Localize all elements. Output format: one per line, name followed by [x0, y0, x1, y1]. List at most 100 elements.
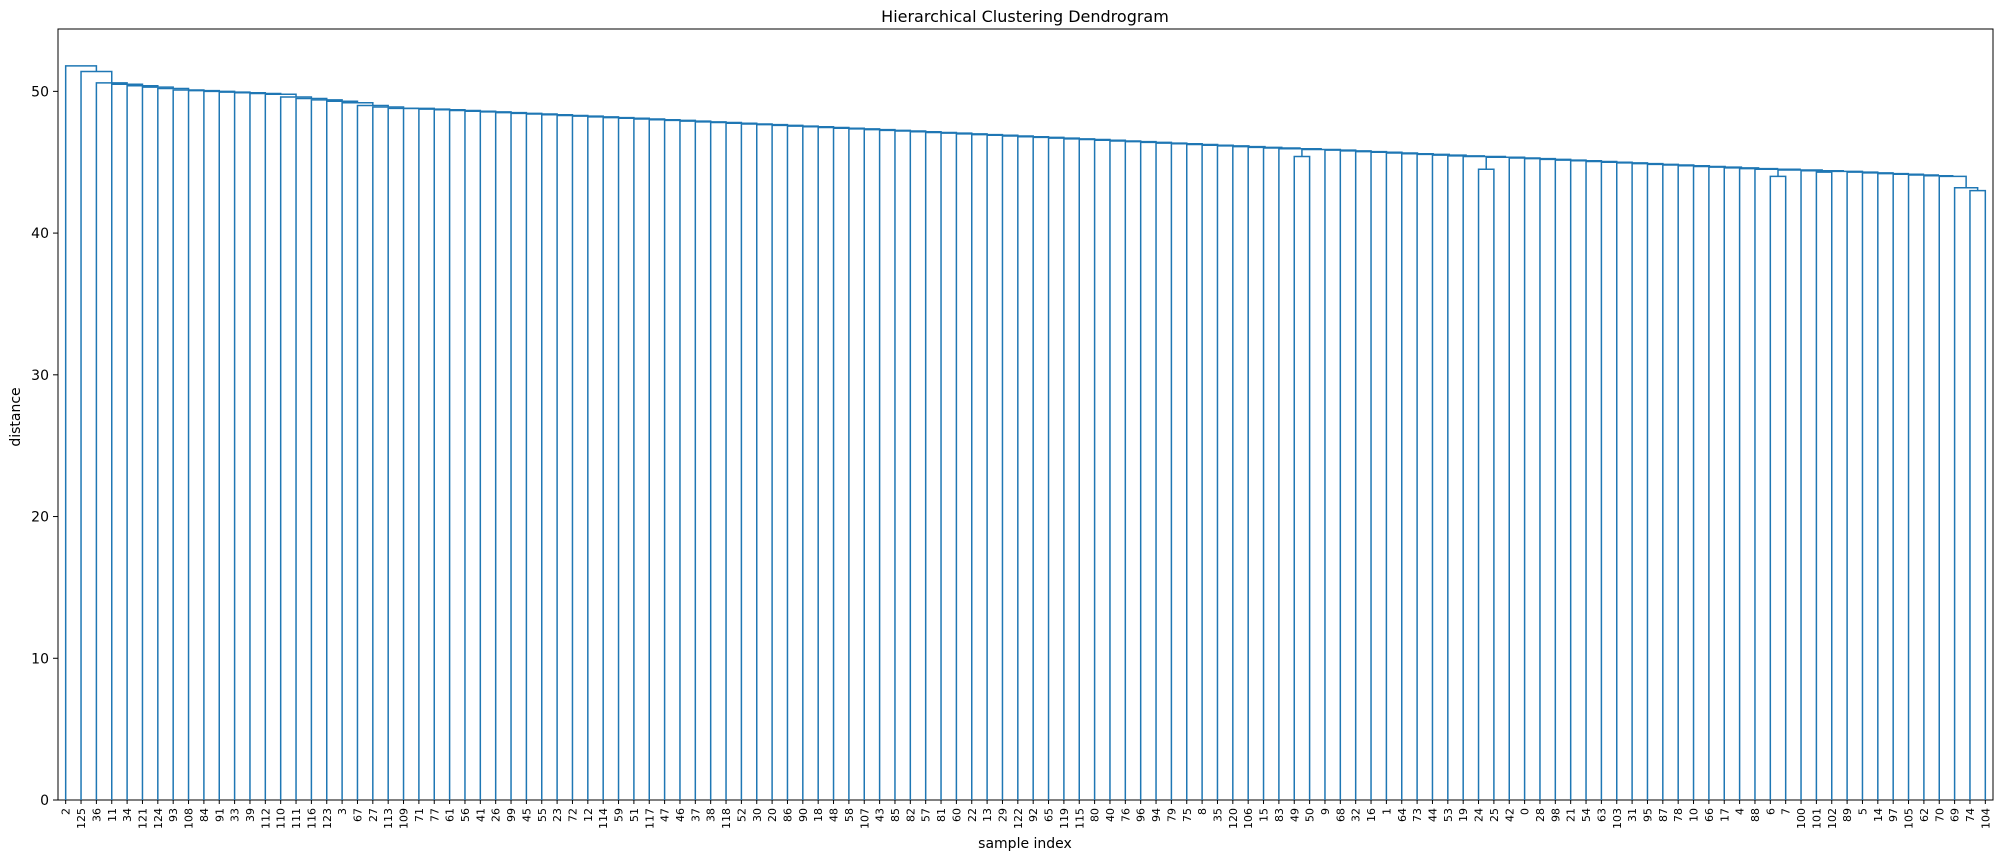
y-tick-label: 50	[31, 84, 49, 100]
x-tick-label: 48	[828, 808, 841, 822]
dendrogram-link	[402, 107, 435, 800]
dendrogram-link	[1754, 168, 1801, 800]
dendrogram-link	[1485, 156, 1526, 170]
x-tick-label: 65	[1043, 808, 1056, 822]
dendrogram-link	[1938, 175, 1967, 800]
x-tick-label: 49	[1288, 808, 1301, 822]
x-tick-label: 115	[1073, 808, 1086, 829]
dendrogram-link	[80, 70, 113, 800]
x-tick-label: 6	[1764, 808, 1777, 815]
dendrogram-link	[126, 84, 159, 800]
x-tick-label: 121	[136, 808, 149, 829]
x-tick-label: 63	[1595, 808, 1608, 822]
x-tick-label: 79	[1165, 808, 1178, 822]
x-tick-label: 30	[751, 808, 764, 822]
dendrogram-link	[1769, 175, 1787, 800]
x-tick-label: 41	[474, 808, 487, 822]
dendrogram-link	[1708, 166, 1743, 800]
x-tick-label: 50	[1304, 808, 1317, 822]
x-tick-label: 53	[1442, 808, 1455, 822]
dendrogram-link	[617, 117, 650, 800]
x-tick-label: 13	[981, 808, 994, 822]
x-tick-label: 44	[1426, 808, 1439, 822]
x-tick-label: 109	[398, 808, 411, 829]
dendrogram-link	[1278, 148, 1322, 800]
x-tick-label: 19	[1457, 808, 1470, 822]
x-axis-ticks: 2 125 36 11 34 121 124 93 108 84 91 33 39 112 110 111 11…	[60, 800, 1992, 829]
dendrogram-link	[1293, 155, 1311, 800]
dendrogram-link	[1047, 137, 1080, 800]
y-tick-label: 20	[31, 510, 49, 526]
x-tick-label: 4	[1734, 808, 1747, 815]
x-tick-label: 103	[1611, 808, 1624, 829]
x-tick-label: 9	[1319, 808, 1332, 815]
x-tick-label: 104	[1979, 808, 1992, 829]
x-tick-label: 59	[613, 808, 626, 822]
dendrogram-link	[1247, 146, 1283, 800]
x-axis-label: sample index	[978, 836, 1072, 852]
x-tick-label: 120	[1227, 808, 1240, 829]
x-tick-label: 31	[1626, 808, 1639, 822]
x-tick-label: 11	[106, 808, 119, 822]
x-tick-label: 81	[935, 808, 948, 822]
x-tick-label: 14	[1872, 808, 1885, 822]
x-tick-label: 95	[1641, 808, 1654, 822]
dendrogram-link	[1823, 170, 1864, 173]
x-tick-label: 57	[920, 808, 933, 822]
x-tick-label: 116	[305, 808, 318, 829]
y-tick-label: 10	[31, 651, 49, 667]
x-tick-label: 85	[889, 808, 902, 822]
dendrogram-link	[786, 125, 819, 800]
x-tick-label: 51	[628, 808, 641, 822]
x-tick-label: 108	[183, 808, 196, 829]
x-tick-label: 90	[797, 808, 810, 822]
x-tick-label: 71	[413, 808, 426, 822]
dendrogram-link	[387, 107, 419, 800]
y-tick-label: 40	[31, 226, 49, 242]
x-tick-label: 56	[459, 808, 472, 822]
x-tick-label: 55	[536, 808, 549, 822]
x-tick-label: 16	[1365, 808, 1378, 822]
x-tick-label: 98	[1549, 808, 1562, 822]
x-tick-label: 24	[1473, 808, 1486, 822]
x-tick-label: 38	[705, 808, 718, 822]
x-tick-label: 60	[950, 808, 963, 822]
x-tick-label: 45	[520, 808, 533, 822]
dendrogram-link	[1723, 167, 1760, 800]
x-tick-label: 2	[60, 808, 73, 815]
x-tick-label: 111	[290, 808, 303, 829]
dendrogram-link	[1155, 142, 1188, 800]
x-tick-label: 21	[1565, 808, 1578, 822]
x-tick-label: 40	[1104, 808, 1117, 822]
x-tick-label: 114	[597, 808, 610, 829]
dendrogram-link	[1385, 152, 1419, 800]
x-tick-label: 17	[1718, 808, 1731, 822]
x-tick-label: 0	[1519, 808, 1532, 815]
x-tick-label: 12	[582, 808, 595, 822]
x-tick-label: 72	[566, 808, 579, 822]
x-tick-label: 80	[1089, 808, 1102, 822]
x-tick-label: 35	[1211, 808, 1224, 822]
x-tick-label: 47	[659, 808, 672, 822]
x-tick-label: 25	[1488, 808, 1501, 822]
x-tick-label: 73	[1411, 808, 1424, 822]
x-tick-label: 29	[996, 808, 1009, 822]
x-tick-label: 88	[1749, 808, 1762, 822]
x-tick-label: 74	[1964, 808, 1977, 822]
x-tick-label: 5	[1856, 808, 1869, 815]
x-tick-label: 122	[1012, 808, 1025, 829]
chart-title: Hierarchical Clustering Dendrogram	[881, 7, 1169, 26]
x-tick-label: 46	[674, 808, 687, 822]
x-tick-label: 75	[1181, 808, 1194, 822]
dendrogram-link	[1815, 171, 1833, 800]
x-tick-label: 32	[1350, 808, 1363, 822]
x-tick-label: 34	[121, 808, 134, 822]
dendrogram-link	[602, 116, 635, 800]
dendrogram-link	[1124, 140, 1157, 800]
x-tick-label: 7	[1780, 808, 1793, 815]
x-tick-label: 58	[843, 808, 856, 822]
x-tick-label: 54	[1580, 808, 1593, 822]
x-tick-label: 112	[259, 808, 272, 829]
